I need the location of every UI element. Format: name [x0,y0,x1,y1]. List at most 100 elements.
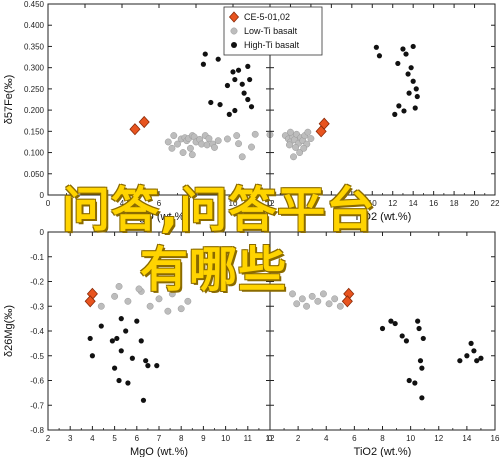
series-ce-5-01-02 [315,117,330,138]
data-point-circle [214,137,222,145]
data-point-dot [208,99,214,106]
panel-bottom-left: 2 3 4 5 6 7 8 9 10 11 120-0.1-0.2-0.3-0.4-0.5-0.6-… [3,228,275,457]
panel-top-right: 0 2 4 6 8 10 12 14 16 18 20 22 TiO2 (wt.%) [268,3,500,223]
panel-bottom-right: 0 2 4 6 8 10 12 14 16 TiO2 (wt.%) [268,231,500,457]
data-point-circle [235,140,243,148]
data-point-circle [188,151,196,159]
x-tick-label: 4 [90,434,95,443]
data-point-dot [406,377,412,384]
data-point-dot [114,335,120,342]
data-point-dot [379,325,386,332]
data-point-circle [168,290,176,298]
x-axis-label: MgO (wt.%) [130,446,188,457]
data-point-dot [464,353,470,359]
x-tick-label: 14 [409,199,418,208]
x-tick-label: 8 [194,199,199,208]
data-point-dot [245,96,251,103]
data-point-dot [235,67,242,73]
data-point-circle [238,153,246,161]
data-point-diamond [84,295,96,308]
data-point-circle [307,135,315,142]
x-tick-label: 22 [491,199,500,208]
x-tick-label: 6 [352,434,357,443]
data-point-circle [164,307,172,315]
data-point-dot [408,65,414,71]
data-point-circle [300,144,308,152]
data-point-dot [410,43,416,50]
data-point-dot [245,63,251,69]
x-tick-label: 12 [388,199,397,208]
series-high-ti-basalt [373,43,420,117]
y-tick-label: -0.6 [30,377,44,386]
data-point-circle [97,302,105,310]
data-point-diamond [129,123,141,136]
data-point-circle [248,143,255,151]
data-point-circle [179,149,187,157]
x-axis-label: TiO2 (wt.%) [354,446,412,457]
legend: CE-5-01,02 Low-Ti basalt High-Ti basalt [223,6,323,56]
data-point-dot [118,316,124,322]
data-point-dot [140,397,147,403]
y-tick-label: 0.050 [24,170,45,179]
data-point-dot [406,90,412,96]
data-point-dot [232,107,238,114]
x-tick-label: 2 [46,434,51,443]
data-point-dot [468,340,474,346]
x-tick-label: 4 [324,434,329,443]
data-point-dot [232,76,238,83]
data-point-circle [289,290,296,298]
data-point-circle [211,144,218,151]
data-point-circle [135,285,143,293]
data-point-dot [457,358,463,364]
data-point-circle [146,302,154,310]
x-tick-label: 2 [83,199,88,208]
y-tick-label: -0.1 [30,253,44,262]
data-point-circle [174,140,181,148]
y-tick-label: -0.3 [30,302,44,311]
x-tick-label: 4 [309,199,314,208]
data-point-dot [247,76,253,83]
data-point-circle [168,144,176,152]
data-point-dot [202,51,208,57]
data-point-dot [403,338,410,344]
x-tick-label: 8 [179,434,184,443]
x-tick-label: 10 [368,199,377,208]
x-tick-label: 6 [157,199,162,208]
x-tick-label: 6 [329,199,334,208]
data-point-circle [285,141,293,149]
data-point-dot [410,78,416,84]
x-tick-label: 6 [135,434,140,443]
data-point-circle [303,302,311,310]
x-tick-label: 2 [296,434,301,443]
data-point-circle [336,302,344,310]
x-tick-label: 12 [434,434,443,443]
data-point-dot [392,320,398,327]
data-point-diamond [318,117,330,130]
series-low-ti-basalt [281,128,315,161]
legend-entry-label: High-Ti basalt [244,40,300,50]
data-point-circle [164,138,172,146]
data-point-dot [224,82,231,89]
x-tick-label: 0 [268,434,273,443]
y-tick-label: 0 [40,228,45,237]
data-point-dot [412,105,418,111]
data-point-dot [98,323,104,329]
data-point-dot [396,103,402,109]
x-tick-label: 8 [380,434,385,443]
data-point-circle [224,135,231,143]
y-tick-label: 0.200 [24,106,45,115]
data-point-dot [419,395,425,401]
data-point-dot [226,111,232,117]
y-axis-label: δ26Mg(‰) [3,305,15,357]
data-point-circle [115,283,123,290]
x-tick-label: 11 [244,434,253,443]
y-tick-label: 0.450 [24,0,45,9]
data-point-circle [251,130,259,138]
x-tick-label: 12 [266,199,275,208]
data-point-circle [325,300,333,308]
legend-box [223,6,323,56]
data-point-dot [143,358,149,364]
x-tick-label: 10 [221,434,230,443]
data-point-circle [308,292,316,300]
